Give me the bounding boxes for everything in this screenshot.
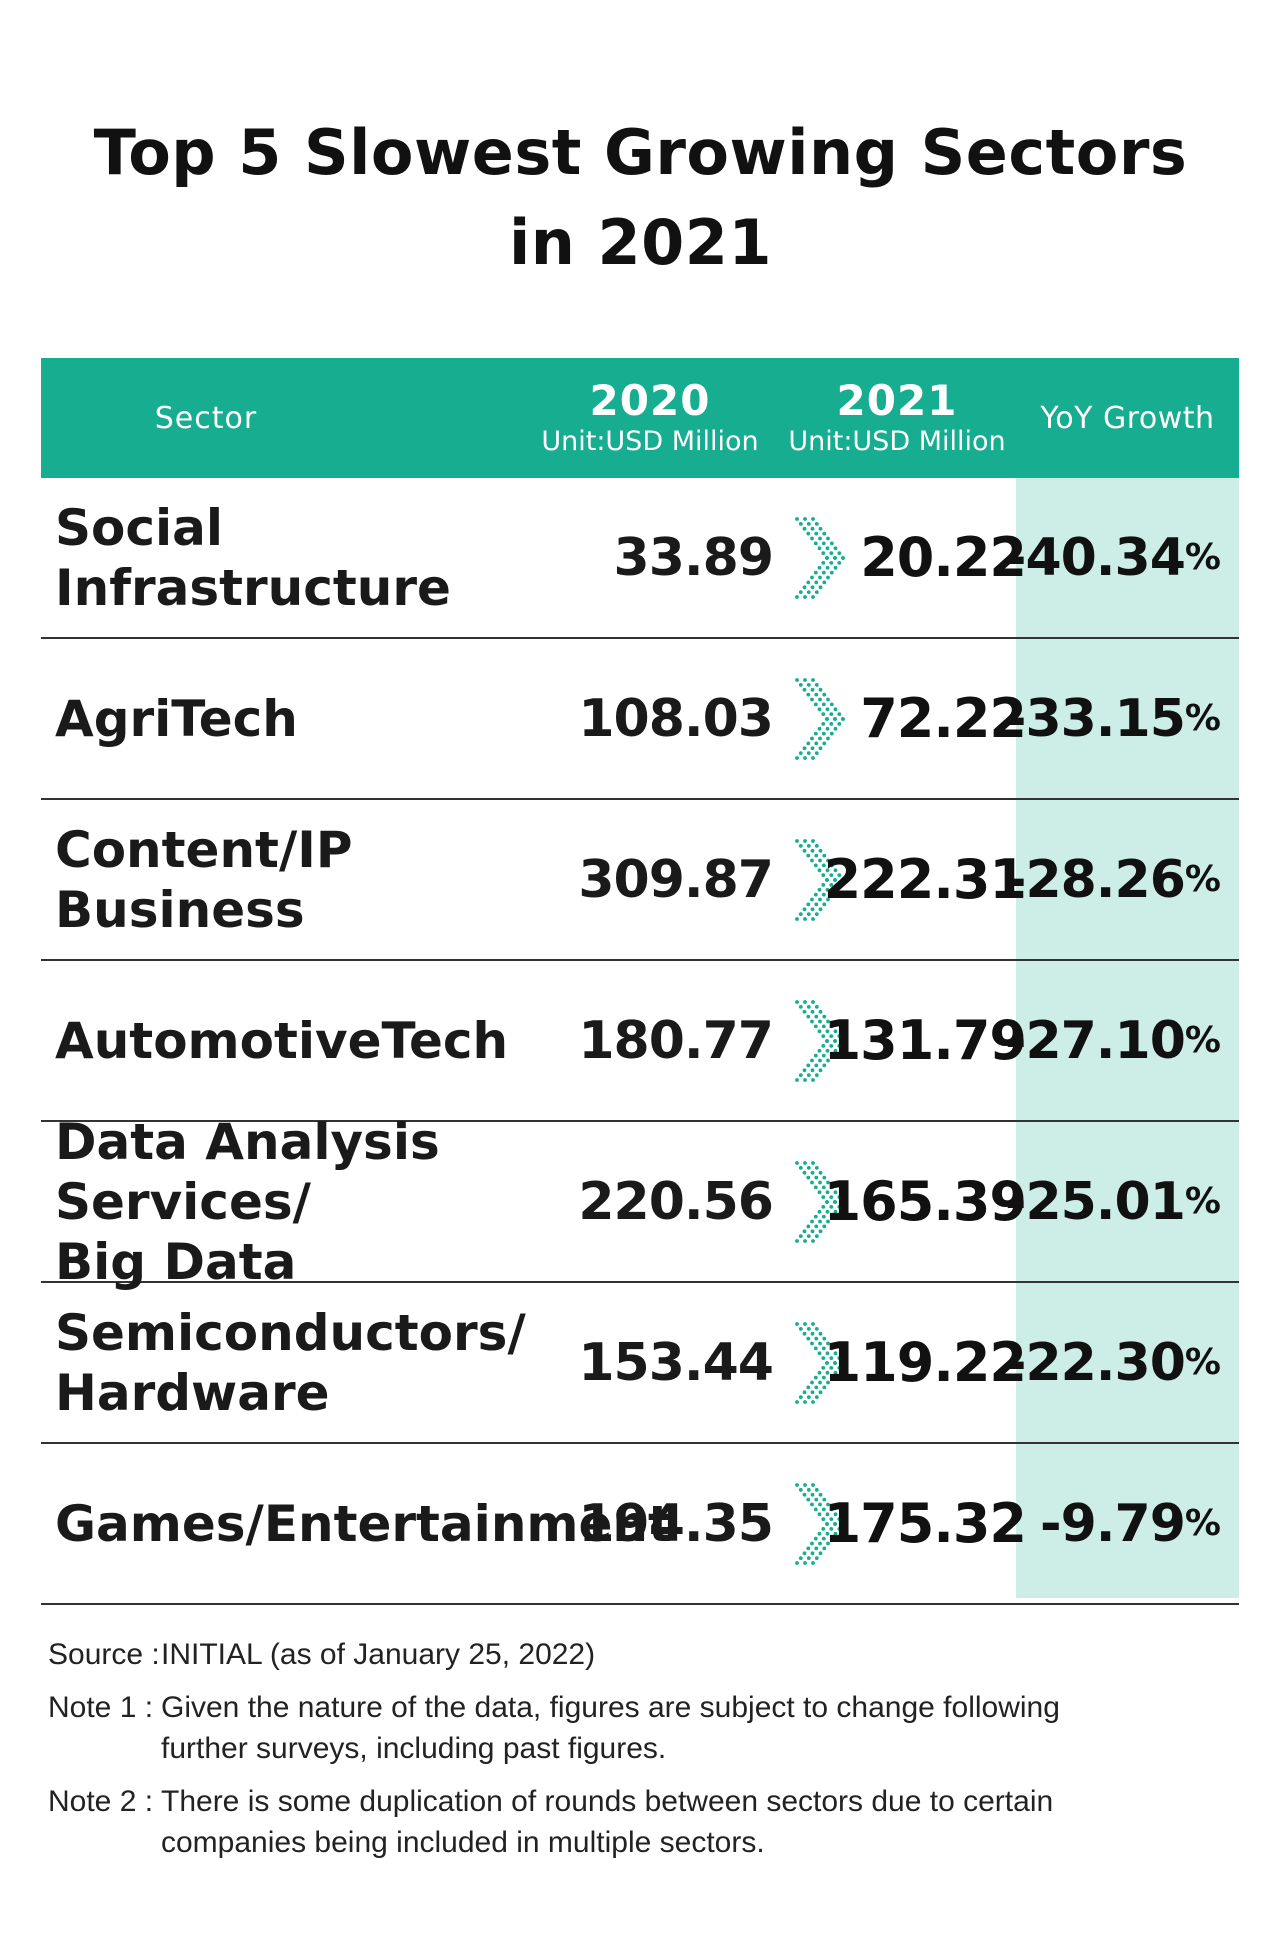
sector-name: Hardware bbox=[55, 1363, 330, 1422]
header-2020: 2020 Unit:USD Million bbox=[535, 358, 765, 478]
yoy-value: -28.26 bbox=[1004, 849, 1186, 910]
yoy-growth: -9.79% bbox=[1016, 1444, 1221, 1603]
value-2021: 222.31 bbox=[823, 848, 1027, 911]
table-row: Social Infrastructure 33.89 20.22 -40.34% bbox=[41, 478, 1239, 639]
yoy-growth: -25.01% bbox=[1005, 1122, 1221, 1281]
header-2021-unit: Unit:USD Million bbox=[788, 426, 1006, 457]
table-row: Content/IP Business 309.87 222.31 -28.26% bbox=[41, 800, 1239, 961]
yoy-growth: -28.26% bbox=[1005, 800, 1221, 959]
value-2020: 309.87 bbox=[578, 849, 774, 910]
sector-name: Content/IP Business bbox=[55, 820, 353, 939]
sector-name: Big Data bbox=[55, 1232, 297, 1291]
header-2021: 2021 Unit:USD Million bbox=[782, 358, 1012, 478]
footnote-label: Source : bbox=[48, 1638, 160, 1671]
yoy-growth: -33.15% bbox=[1005, 639, 1221, 798]
sector-name: AgriTech bbox=[55, 689, 298, 748]
yoy-value: -40.34 bbox=[1004, 527, 1186, 588]
dotted-chevron-arrow-icon bbox=[795, 1483, 845, 1565]
value-2021: 119.22 bbox=[823, 1331, 1027, 1394]
value-2021: 175.32 bbox=[823, 1492, 1027, 1555]
yoy-percent-sign: % bbox=[1184, 859, 1221, 900]
table-body: Social Infrastructure 33.89 20.22 -40.34% Ag… bbox=[41, 478, 1239, 1605]
value-2021: 20.22 bbox=[860, 526, 1027, 589]
header-2020-unit: Unit:USD Million bbox=[541, 426, 759, 457]
table-row: AgriTech 108.03 72.22 -33.15% bbox=[41, 639, 1239, 800]
yoy-growth: -40.34% bbox=[1005, 478, 1221, 637]
header-sector-label: Sector bbox=[154, 400, 258, 436]
header-yoy-label: YoY Growth bbox=[1040, 400, 1215, 436]
value-2020: 153.44 bbox=[578, 1332, 774, 1393]
value-2021: 72.22 bbox=[860, 687, 1027, 750]
footnote-label: Note 2 : bbox=[48, 1785, 154, 1818]
footnote-text: INITIAL (as of January 25, 2022) bbox=[161, 1638, 596, 1671]
yoy-column-highlight bbox=[1016, 478, 1239, 1598]
value-2020: 180.77 bbox=[578, 1010, 774, 1071]
header-2021-year: 2021 bbox=[836, 376, 958, 425]
yoy-value: -27.10 bbox=[1004, 1010, 1186, 1071]
sector-name: Semiconductors/ bbox=[55, 1303, 526, 1362]
yoy-growth: -22.30% bbox=[1005, 1283, 1221, 1442]
sector-cell: Social Infrastructure bbox=[55, 478, 605, 637]
yoy-value: -9.79 bbox=[1040, 1493, 1186, 1554]
chart-title: Top 5 Slowest Growing Sectors in 2021 bbox=[0, 108, 1281, 288]
yoy-percent-sign: % bbox=[1184, 537, 1221, 578]
footnote-label: Note 1 : bbox=[48, 1691, 154, 1724]
header-yoy: YoY Growth bbox=[1016, 358, 1239, 478]
table-row: AutomotiveTech 180.77 131.79 -27.10% bbox=[41, 961, 1239, 1122]
footnote: Source : INITIAL (as of January 25, 2022) bbox=[48, 1634, 1238, 1675]
sector-cell: Games/Entertainment bbox=[55, 1444, 672, 1603]
dotted-chevron-arrow-icon bbox=[795, 517, 845, 599]
value-2021: 131.79 bbox=[823, 1009, 1027, 1072]
yoy-value: -25.01 bbox=[1004, 1171, 1186, 1232]
yoy-percent-sign: % bbox=[1184, 1181, 1221, 1222]
footnote-text: further surveys, including past figures. bbox=[161, 1732, 667, 1765]
footnote-text: companies being included in multiple sec… bbox=[161, 1826, 765, 1859]
yoy-growth: -27.10% bbox=[1005, 961, 1221, 1120]
sector-cell: AgriTech bbox=[55, 639, 605, 798]
dotted-chevron-arrow-icon bbox=[795, 839, 845, 921]
value-2020: 108.03 bbox=[578, 688, 774, 749]
yoy-value: -22.30 bbox=[1004, 1332, 1186, 1393]
footnote: Note 2 : There is some duplication of rou… bbox=[48, 1781, 1238, 1863]
yoy-percent-sign: % bbox=[1184, 1020, 1221, 1061]
sector-name: AutomotiveTech bbox=[55, 1011, 509, 1070]
sector-cell: Content/IP Business bbox=[55, 800, 605, 959]
value-2020: 194.35 bbox=[578, 1493, 774, 1554]
table-row: Data Analysis Services/Big Data 220.56 165… bbox=[41, 1113, 1239, 1291]
header-2020-year: 2020 bbox=[589, 376, 711, 425]
dotted-chevron-arrow-icon bbox=[795, 1161, 845, 1243]
title-line-2: in 2021 bbox=[508, 206, 773, 279]
sector-name: Data Analysis Services/ bbox=[55, 1112, 440, 1231]
yoy-percent-sign: % bbox=[1184, 1342, 1221, 1383]
dotted-chevron-arrow-icon bbox=[795, 678, 845, 760]
dotted-chevron-arrow-icon bbox=[795, 1000, 845, 1082]
header-sector: Sector bbox=[41, 358, 371, 478]
value-2020: 220.56 bbox=[578, 1171, 774, 1232]
sector-name: Social Infrastructure bbox=[55, 498, 451, 617]
yoy-value: -33.15 bbox=[1004, 688, 1186, 749]
footnotes: Source : INITIAL (as of January 25, 2022)… bbox=[48, 1634, 1238, 1875]
table-row: Games/Entertainment 194.35 175.32 -9.79% bbox=[41, 1444, 1239, 1605]
sector-cell: Data Analysis Services/Big Data bbox=[55, 1113, 605, 1291]
data-table: Sector 2020 Unit:USD Million 2021 Unit:U… bbox=[41, 358, 1239, 1605]
yoy-percent-sign: % bbox=[1184, 698, 1221, 739]
footnote-text: Given the nature of the data, figures ar… bbox=[161, 1691, 1060, 1724]
table-row: Semiconductors/Hardware 153.44 119.22 -22.3… bbox=[41, 1283, 1239, 1444]
footnote: Note 1 : Given the nature of the data, fi… bbox=[48, 1687, 1238, 1769]
value-2020: 33.89 bbox=[613, 527, 774, 588]
sector-cell: AutomotiveTech bbox=[55, 961, 605, 1120]
table-header: Sector 2020 Unit:USD Million 2021 Unit:U… bbox=[41, 358, 1239, 478]
sector-name: Games/Entertainment bbox=[55, 1494, 672, 1553]
yoy-percent-sign: % bbox=[1184, 1503, 1221, 1544]
value-2021: 165.39 bbox=[823, 1170, 1027, 1233]
dotted-chevron-arrow-icon bbox=[795, 1322, 845, 1404]
sector-cell: Semiconductors/Hardware bbox=[55, 1283, 605, 1442]
footnote-text: There is some duplication of rounds betw… bbox=[161, 1785, 1054, 1818]
title-line-1: Top 5 Slowest Growing Sectors bbox=[93, 116, 1188, 189]
